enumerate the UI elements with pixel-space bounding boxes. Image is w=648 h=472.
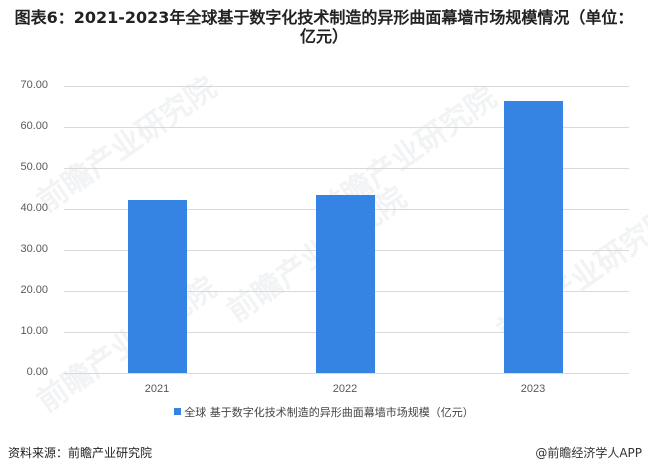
- source-note: 资料来源：前瞻产业研究院: [8, 446, 153, 460]
- legend-swatch-icon: [174, 408, 182, 415]
- watermark: 前瞻产业研究院: [30, 270, 224, 420]
- credit-note: @前瞻经济学人APP: [535, 446, 642, 460]
- chart-title: 图表6：2021-2023年全球基于数字化技术制造的异形曲面幕墙市场规模情况（单…: [14, 8, 634, 46]
- bar-2022: [316, 195, 375, 373]
- x-tick-label: 2022: [332, 383, 358, 395]
- x-tick-label: 2023: [520, 383, 546, 395]
- y-tick-label: 70.00: [20, 79, 48, 91]
- y-tick-label: 10.00: [20, 325, 48, 337]
- watermark: 前瞻产业研究院: [30, 70, 224, 220]
- gridline-70: [64, 86, 629, 87]
- y-tick-label: 40.00: [20, 202, 48, 214]
- bar-2023: [504, 101, 563, 373]
- bar-2021: [128, 200, 187, 373]
- legend: 全球 基于数字化技术制造的异形曲面幕墙市场规模（亿元）: [0, 404, 648, 420]
- y-tick-label: 50.00: [20, 161, 48, 173]
- watermark: 前瞻产业研究院: [216, 174, 413, 330]
- y-tick-label: 60.00: [20, 120, 48, 132]
- y-tick-label: 0.00: [26, 366, 48, 378]
- x-tick-label: 2021: [144, 383, 170, 395]
- y-tick-label: 20.00: [20, 284, 48, 296]
- gridline-60: [64, 127, 629, 128]
- y-tick-label: 30.00: [20, 243, 48, 255]
- legend-label: 全球 基于数字化技术制造的异形曲面幕墙市场规模（亿元）: [184, 406, 474, 419]
- gridline-0: [64, 373, 629, 374]
- gridline-50: [64, 168, 629, 169]
